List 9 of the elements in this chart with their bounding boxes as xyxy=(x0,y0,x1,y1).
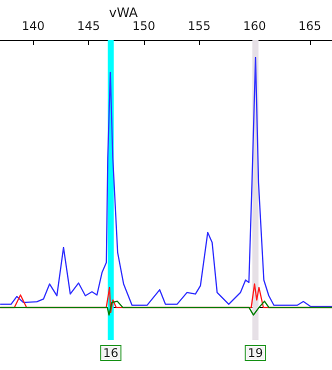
band-label: 19 xyxy=(248,346,264,360)
chart-title: vWA xyxy=(109,6,138,21)
x-tick-label: 145 xyxy=(77,19,100,33)
x-tick-label: 140 xyxy=(22,19,45,33)
x-tick-label: 165 xyxy=(298,19,322,33)
x-tick-label: 160 xyxy=(243,19,266,33)
band-label: 16 xyxy=(103,346,118,360)
x-tick-label: 155 xyxy=(188,19,211,33)
x-tick-label: 150 xyxy=(132,19,156,33)
